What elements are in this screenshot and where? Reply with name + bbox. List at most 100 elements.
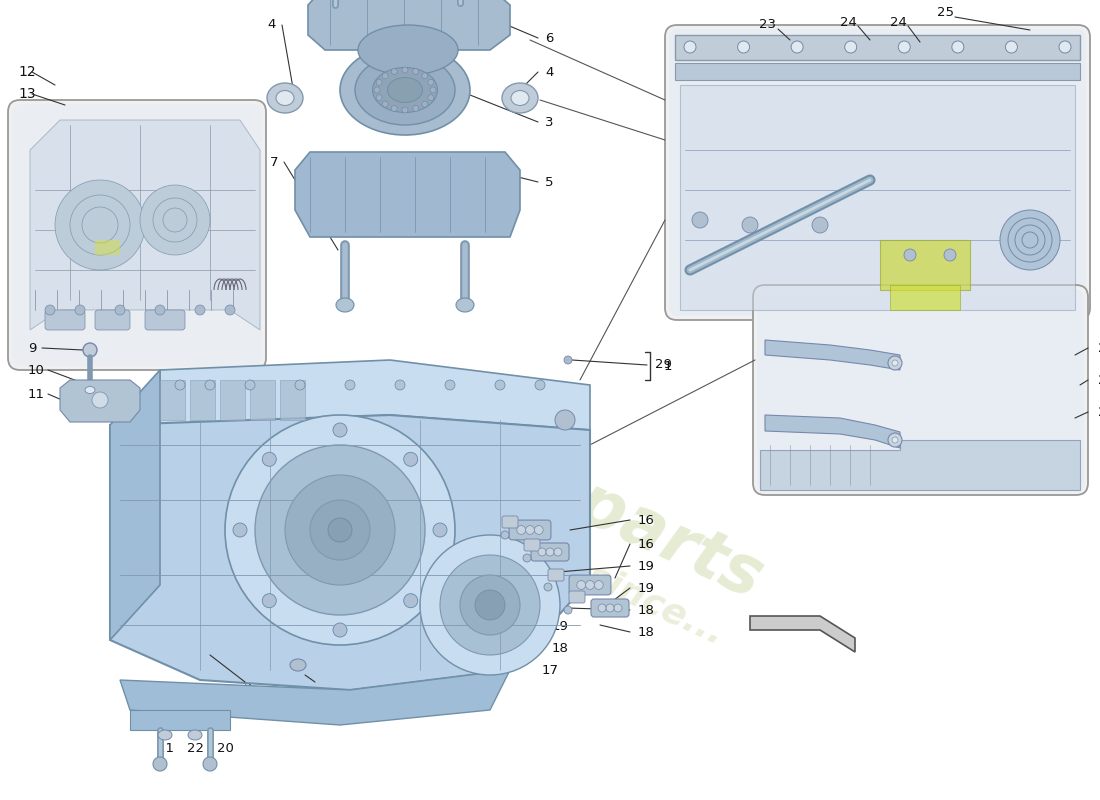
Ellipse shape xyxy=(340,45,470,135)
Circle shape xyxy=(175,380,185,390)
Polygon shape xyxy=(130,710,230,730)
Ellipse shape xyxy=(358,25,458,75)
Text: 18: 18 xyxy=(551,642,569,654)
Text: 26: 26 xyxy=(1098,342,1100,354)
Circle shape xyxy=(535,380,544,390)
FancyBboxPatch shape xyxy=(502,516,518,528)
Circle shape xyxy=(262,452,276,466)
Circle shape xyxy=(446,380,455,390)
Text: 6: 6 xyxy=(544,31,553,45)
Circle shape xyxy=(140,185,210,255)
Circle shape xyxy=(376,79,382,86)
Circle shape xyxy=(245,380,255,390)
Ellipse shape xyxy=(512,90,529,106)
Text: 24: 24 xyxy=(839,15,857,29)
Polygon shape xyxy=(675,35,1080,60)
Circle shape xyxy=(888,356,902,370)
Circle shape xyxy=(392,69,397,74)
Text: 17: 17 xyxy=(541,663,559,677)
Circle shape xyxy=(155,305,165,315)
Circle shape xyxy=(440,555,540,655)
Circle shape xyxy=(82,343,97,357)
Ellipse shape xyxy=(387,78,422,102)
Circle shape xyxy=(742,217,758,233)
Circle shape xyxy=(1015,225,1045,255)
Ellipse shape xyxy=(85,386,95,394)
Circle shape xyxy=(500,531,509,539)
Circle shape xyxy=(576,581,585,590)
Ellipse shape xyxy=(502,83,538,113)
Circle shape xyxy=(285,475,395,585)
Circle shape xyxy=(45,305,55,315)
Polygon shape xyxy=(308,0,510,50)
Ellipse shape xyxy=(336,298,354,312)
Circle shape xyxy=(594,581,603,590)
Ellipse shape xyxy=(373,67,438,113)
Circle shape xyxy=(538,548,546,556)
Circle shape xyxy=(421,73,428,79)
Circle shape xyxy=(233,523,248,537)
Circle shape xyxy=(116,305,125,315)
Circle shape xyxy=(944,249,956,261)
Text: 1: 1 xyxy=(664,359,672,373)
Circle shape xyxy=(526,526,535,534)
Text: 19: 19 xyxy=(638,582,654,594)
Circle shape xyxy=(382,73,388,79)
Circle shape xyxy=(899,41,911,53)
FancyBboxPatch shape xyxy=(524,539,540,551)
Circle shape xyxy=(888,433,902,447)
Polygon shape xyxy=(680,85,1075,310)
Circle shape xyxy=(328,518,352,542)
Circle shape xyxy=(382,101,388,107)
Text: 21: 21 xyxy=(156,742,174,754)
Circle shape xyxy=(585,581,594,590)
Circle shape xyxy=(564,356,572,364)
Circle shape xyxy=(395,380,405,390)
Text: 16: 16 xyxy=(638,538,654,550)
Polygon shape xyxy=(880,240,970,290)
FancyBboxPatch shape xyxy=(757,289,1084,491)
FancyBboxPatch shape xyxy=(754,285,1088,495)
Ellipse shape xyxy=(276,90,294,106)
Circle shape xyxy=(75,305,85,315)
Text: 27: 27 xyxy=(1098,406,1100,418)
Circle shape xyxy=(55,180,145,270)
Circle shape xyxy=(428,79,433,86)
Text: 4: 4 xyxy=(544,66,553,78)
Polygon shape xyxy=(750,616,855,652)
Polygon shape xyxy=(160,380,185,420)
Text: 10: 10 xyxy=(28,363,45,377)
Ellipse shape xyxy=(355,55,455,125)
Circle shape xyxy=(412,106,419,111)
Polygon shape xyxy=(250,380,275,420)
Circle shape xyxy=(554,548,562,556)
Text: 9: 9 xyxy=(28,342,36,354)
Polygon shape xyxy=(280,380,305,420)
Text: 19: 19 xyxy=(483,562,500,574)
Circle shape xyxy=(428,94,433,101)
Ellipse shape xyxy=(80,383,100,397)
Circle shape xyxy=(791,41,803,53)
Circle shape xyxy=(606,604,614,612)
Text: 13: 13 xyxy=(18,87,35,101)
Circle shape xyxy=(402,67,408,73)
Text: 3: 3 xyxy=(544,115,553,129)
Circle shape xyxy=(1005,41,1018,53)
Circle shape xyxy=(1008,218,1052,262)
Circle shape xyxy=(475,590,505,620)
FancyBboxPatch shape xyxy=(531,543,569,561)
Circle shape xyxy=(684,41,696,53)
Circle shape xyxy=(892,437,898,443)
Polygon shape xyxy=(30,120,260,330)
Circle shape xyxy=(255,445,425,615)
Circle shape xyxy=(812,217,828,233)
Polygon shape xyxy=(675,63,1080,80)
Circle shape xyxy=(952,41,964,53)
Circle shape xyxy=(195,305,205,315)
Circle shape xyxy=(495,380,505,390)
Circle shape xyxy=(345,380,355,390)
Circle shape xyxy=(556,410,575,430)
Circle shape xyxy=(392,106,397,111)
FancyBboxPatch shape xyxy=(12,104,262,366)
Text: 14: 14 xyxy=(309,682,327,694)
